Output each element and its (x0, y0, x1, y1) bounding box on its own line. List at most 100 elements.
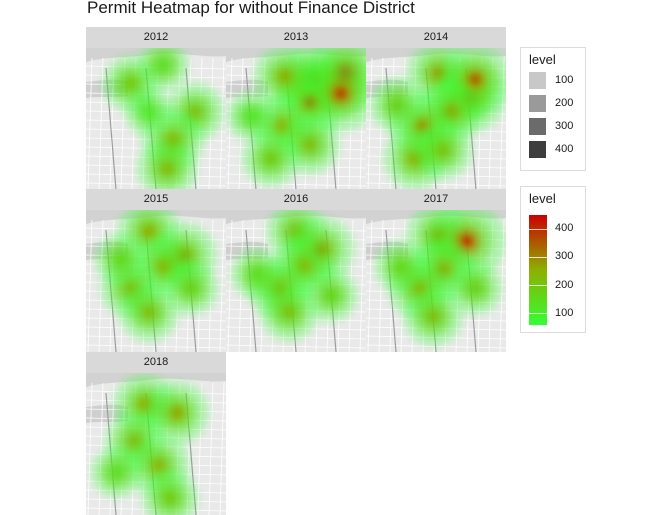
heatmap-svg (366, 210, 506, 352)
density-blob (157, 59, 169, 71)
facet-strip-label: 2013 (226, 27, 366, 48)
heat-layer (91, 373, 209, 515)
density-blob (427, 310, 440, 323)
density-blob (170, 406, 184, 420)
basemap (226, 210, 366, 352)
basemap (226, 48, 366, 190)
density-blob (391, 99, 403, 111)
street (378, 219, 384, 352)
density-blob (143, 306, 155, 319)
density-blob (161, 162, 174, 175)
basemap (366, 210, 506, 352)
density-blob (246, 111, 257, 122)
density-blob (152, 459, 165, 472)
street (227, 219, 233, 352)
colorbar-tick (529, 285, 547, 286)
heat-layer (226, 48, 366, 187)
street (359, 219, 365, 352)
density-blob (189, 106, 201, 118)
facet-panel-2013: 2013 (226, 27, 366, 190)
alpha-legend-label: 100 (555, 74, 574, 86)
facet-panel-2015: 2015 (86, 189, 226, 352)
street (219, 382, 225, 515)
basemap (366, 48, 506, 190)
colorbar (529, 215, 547, 325)
alpha-legend-key (529, 141, 546, 158)
alpha-legend-key (529, 95, 546, 112)
density-blob (283, 306, 295, 319)
colorbar-tick-label: 200 (555, 278, 574, 291)
density-blob (395, 261, 407, 272)
density-blob (459, 233, 475, 250)
alpha-legend-label: 400 (555, 143, 574, 155)
density-blob (304, 138, 316, 151)
density-blob (333, 85, 349, 102)
heatmap-svg (226, 210, 366, 352)
facet-panel-2012: 2012 (86, 27, 226, 190)
alpha-legend: level 100 200 300 400 (520, 47, 586, 171)
density-blob (157, 260, 169, 273)
density-blob (185, 282, 197, 294)
density-blob (142, 225, 156, 238)
heat-layer (231, 210, 358, 342)
density-blob (115, 254, 127, 265)
heatmap-svg (86, 373, 226, 515)
heatmap-svg (226, 48, 366, 190)
heat-layer (369, 48, 506, 190)
density-blob (469, 282, 481, 294)
street (367, 57, 373, 190)
facet-panel-2017: 2017 (366, 189, 506, 352)
alpha-legend-label: 300 (555, 120, 574, 132)
density-blob (278, 70, 291, 83)
colorbar-tick-label: 300 (555, 250, 574, 263)
street (219, 219, 225, 352)
heat-layer (95, 210, 218, 342)
heatmap-svg (366, 48, 506, 190)
density-blob (437, 144, 449, 157)
density-blob (468, 72, 483, 87)
street (87, 382, 93, 515)
alpha-legend-key (529, 72, 546, 89)
facet-strip-label: 2016 (226, 189, 366, 210)
street (219, 57, 225, 190)
density-blob (111, 467, 122, 478)
facet-strip-label: 2017 (366, 189, 506, 210)
chart-title: Permit Heatmap for without Finance Distr… (87, 0, 415, 17)
street (98, 57, 104, 190)
alpha-legend-title: level (529, 52, 556, 67)
street (208, 382, 214, 515)
facet-strip-label: 2012 (86, 27, 226, 48)
basemap (86, 373, 226, 515)
facet-strip-label: 2015 (86, 189, 226, 210)
basemap (86, 48, 226, 190)
facet-panel-2014: 2014 (366, 27, 506, 190)
basemap (86, 210, 226, 352)
street (87, 219, 93, 352)
density-blob (144, 107, 154, 117)
street (367, 219, 373, 352)
colorbar-tick (529, 313, 547, 315)
alpha-legend-key (529, 118, 546, 135)
density-blob (265, 153, 277, 165)
facet-strip-label: 2014 (366, 27, 506, 48)
heat-layer (102, 48, 225, 190)
colorbar-tick-label: 400 (555, 222, 574, 235)
density-blob (125, 77, 137, 90)
facet-strip-label: 2018 (86, 352, 226, 373)
heatmap-svg (86, 210, 226, 352)
heat-layer (375, 210, 506, 346)
colorbar-tick (529, 256, 547, 258)
density-blob (325, 289, 337, 301)
street (87, 57, 93, 190)
street (98, 382, 104, 515)
heatmap-svg (86, 48, 226, 190)
colorbar-tick (529, 228, 547, 230)
color-legend: level 100 200 300 400 (520, 186, 586, 333)
facet-panel-2016: 2016 (226, 189, 366, 352)
color-legend-title: level (529, 191, 556, 206)
colorbar-tick-label: 100 (555, 306, 574, 319)
alpha-legend-label: 200 (555, 97, 574, 109)
facet-panel-2018: 2018 (86, 352, 226, 515)
density-blob (251, 268, 262, 279)
density-blob (164, 492, 176, 504)
